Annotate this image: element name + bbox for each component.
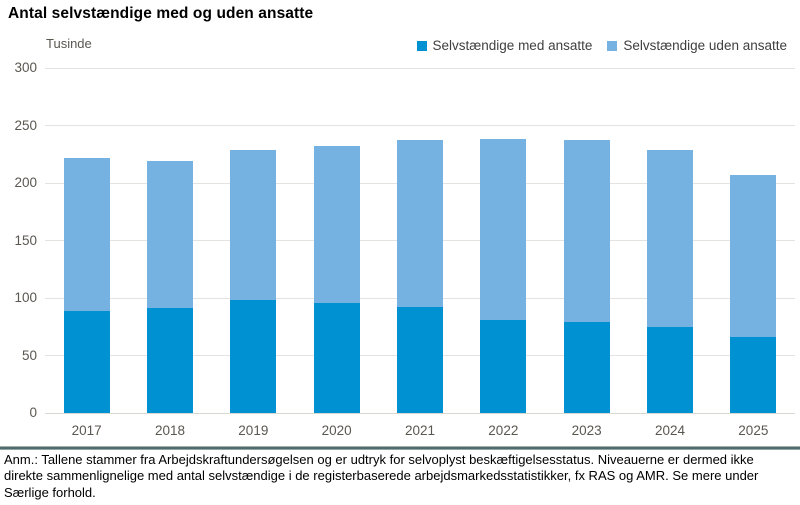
bar-2025-med-ansatte <box>730 337 777 413</box>
y-tick-label-300: 300 <box>14 60 37 75</box>
bar-2019-med-ansatte <box>230 300 277 413</box>
x-tick-label-2022: 2022 <box>488 423 519 438</box>
x-tick-label-2020: 2020 <box>321 423 352 438</box>
y-tick-label-150: 150 <box>14 232 37 248</box>
bar-2024-uden-ansatte <box>647 149 693 327</box>
x-tick-label-2023: 2023 <box>571 423 602 438</box>
y-gridline-300 <box>45 67 795 69</box>
bar-2019-uden-ansatte <box>230 149 277 301</box>
bar-2021-uden-ansatte <box>397 140 443 308</box>
x-tick-label-2025: 2025 <box>738 423 769 438</box>
bar-2023-med-ansatte <box>563 322 610 413</box>
bar-2022-uden-ansatte <box>480 139 527 320</box>
x-tick-label-2017: 2017 <box>71 423 102 438</box>
bar-2018-med-ansatte <box>147 308 193 413</box>
y-tick-label-50: 50 <box>21 347 37 363</box>
x-tick-label-2019: 2019 <box>238 423 269 438</box>
bar-2025-uden-ansatte <box>730 174 777 338</box>
legend-label-med-ansatte: Selvstændige med ansatte <box>432 38 593 53</box>
bar-2021-med-ansatte <box>397 307 443 413</box>
y-axis-unit-label: Tusinde <box>46 36 92 51</box>
legend-swatch-med-ansatte-icon <box>416 40 427 51</box>
y-gridline-250 <box>45 125 795 126</box>
plot-area: 0 50 100 150 200 250 300 2017 2018 2019 2020 2021 20… <box>14 60 795 438</box>
bar-2022-med-ansatte <box>480 319 527 413</box>
y-tick-label-250: 250 <box>14 117 37 133</box>
x-tick-label-2021: 2021 <box>404 423 436 438</box>
legend-item-uden-ansatte: Selvstændige uden ansatte <box>607 38 787 53</box>
y-tick-label-0: 0 <box>29 405 37 420</box>
x-tick-label-2018: 2018 <box>154 423 186 438</box>
legend-swatch-uden-ansatte-icon <box>607 40 618 51</box>
bar-2017-uden-ansatte <box>63 157 110 311</box>
y-gridline-0 <box>45 412 795 414</box>
bar-2017-med-ansatte <box>63 310 110 413</box>
x-tick-label-2024: 2024 <box>654 423 686 438</box>
bar-2024-med-ansatte <box>647 326 693 413</box>
y-tick-label-100: 100 <box>14 290 37 305</box>
bar-2018-uden-ansatte <box>147 161 193 309</box>
footnote: Anm.: Tallene stammer fra Arbejdskraftun… <box>4 452 759 500</box>
legend-item-med-ansatte: Selvstændige med ansatte <box>416 38 593 53</box>
bar-2020-med-ansatte <box>313 302 360 413</box>
legend-label-uden-ansatte: Selvstændige uden ansatte <box>623 38 787 53</box>
chart-title: Antal selvstændige med og uden ansatte <box>8 5 314 22</box>
bar-2023-uden-ansatte <box>563 140 610 323</box>
y-tick-label-200: 200 <box>14 175 37 190</box>
bar-2020-uden-ansatte <box>313 146 360 303</box>
chart-legend: Selvstændige med ansatte Selvstændige ud… <box>416 38 787 53</box>
footnote-divider <box>0 446 800 450</box>
